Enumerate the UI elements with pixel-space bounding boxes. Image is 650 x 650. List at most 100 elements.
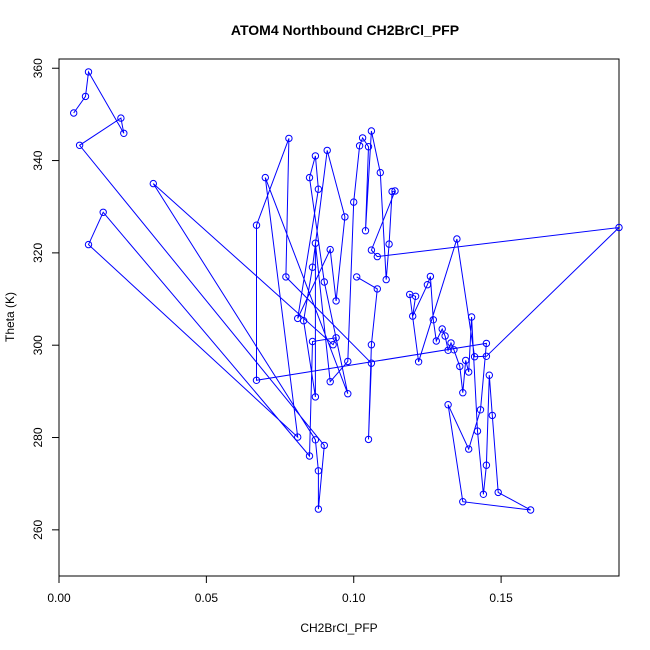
x-axis-label: CH2BrCl_PFP <box>300 621 377 635</box>
plot-frame <box>58 58 620 577</box>
data-point <box>444 401 452 409</box>
data-point <box>465 445 473 453</box>
data-point <box>479 490 488 498</box>
y-axis-label: Theta (K) <box>3 292 17 342</box>
data-point <box>326 378 334 386</box>
data-point <box>84 68 93 76</box>
data-point <box>476 406 485 414</box>
data-point <box>332 297 340 305</box>
data-point <box>459 389 467 397</box>
data-point <box>426 272 435 281</box>
data-point <box>364 435 373 444</box>
data-point <box>364 143 373 151</box>
data-point <box>409 312 417 320</box>
data-point <box>355 142 364 150</box>
y-tick-label: 260 <box>31 520 45 540</box>
data-series <box>70 68 623 514</box>
data-point <box>261 173 269 182</box>
data-point <box>423 281 432 289</box>
data-point <box>447 339 455 347</box>
data-point <box>314 467 323 475</box>
y-axis: 260 280 300 320 340 360 <box>31 58 60 540</box>
data-point <box>252 221 261 229</box>
y-tick-label: 280 <box>31 427 45 447</box>
y-tick-label: 300 <box>31 335 45 355</box>
data-point <box>467 313 476 321</box>
x-tick-label: 0.00 <box>47 591 71 605</box>
data-point <box>350 198 358 206</box>
data-point <box>470 353 479 361</box>
data-point <box>294 433 302 441</box>
data-point <box>81 92 90 101</box>
data-point <box>385 240 393 248</box>
data-point <box>482 461 491 469</box>
data-point <box>450 346 458 354</box>
data-point <box>615 223 623 232</box>
data-point <box>314 185 323 193</box>
data-point <box>285 134 293 143</box>
data-point <box>320 441 328 450</box>
data-point <box>482 339 491 348</box>
data-point <box>462 356 470 365</box>
data-point <box>438 325 446 333</box>
data-point <box>358 134 367 142</box>
data-point <box>459 498 467 506</box>
data-point <box>367 127 376 135</box>
data-point <box>411 292 420 300</box>
data-point <box>465 368 473 376</box>
data-point <box>117 114 125 122</box>
data-point <box>311 152 320 160</box>
data-point <box>332 334 340 342</box>
data-point <box>99 208 107 217</box>
data-point <box>482 352 491 360</box>
data-point <box>444 346 452 354</box>
data-point <box>367 359 376 367</box>
data-point <box>308 337 317 346</box>
data-point <box>388 187 396 196</box>
y-tick-label: 360 <box>31 58 45 78</box>
data-point <box>344 390 352 398</box>
data-point <box>353 273 361 281</box>
data-point <box>373 252 381 261</box>
data-point <box>341 213 349 221</box>
x-tick-label: 0.05 <box>195 591 219 605</box>
data-point <box>305 173 314 182</box>
data-point <box>314 505 323 513</box>
data-point <box>441 332 449 340</box>
data-point <box>429 316 437 324</box>
data-point <box>75 141 84 150</box>
data-point <box>282 273 290 281</box>
chart-title: ATOM4 Northbound CH2BrCl_PFP <box>231 22 459 38</box>
data-point <box>391 187 399 195</box>
data-point <box>432 337 440 345</box>
data-point <box>149 179 158 188</box>
data-point <box>329 341 337 349</box>
data-point <box>252 376 261 384</box>
data-point <box>367 246 376 254</box>
data-point <box>320 278 328 286</box>
data-point <box>305 452 314 460</box>
data-point <box>308 263 317 271</box>
data-point <box>84 240 93 249</box>
data-point <box>361 227 370 235</box>
data-point <box>456 362 464 371</box>
y-tick-label: 320 <box>31 243 45 263</box>
x-tick-label: 0.15 <box>489 591 513 605</box>
data-point <box>344 357 352 366</box>
data-point <box>453 235 461 243</box>
data-point <box>485 371 493 379</box>
x-tick-label: 0.10 <box>342 591 366 605</box>
data-point <box>494 488 502 497</box>
data-point <box>414 358 423 366</box>
data-point <box>373 285 381 293</box>
data-point <box>473 427 482 435</box>
data-point <box>311 436 320 444</box>
data-point <box>323 146 331 155</box>
data-point <box>376 168 384 177</box>
x-axis: 0.00 0.05 0.10 0.15 <box>47 575 513 605</box>
data-point <box>70 109 78 117</box>
data-point <box>299 317 308 325</box>
data-point <box>311 239 320 247</box>
data-point <box>326 245 334 254</box>
